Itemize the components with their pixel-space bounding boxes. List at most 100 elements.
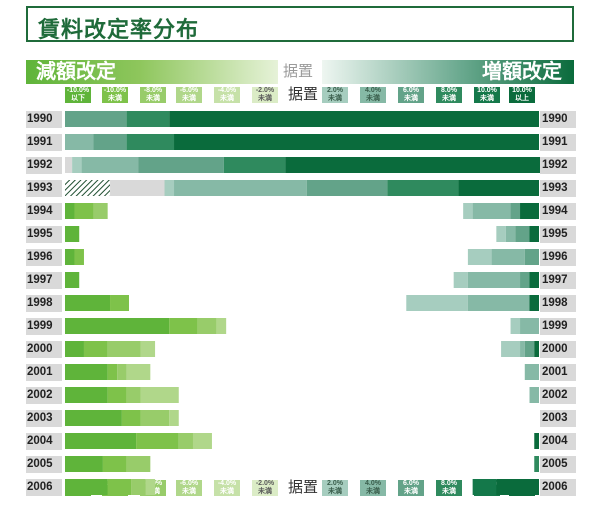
bar-inc-1995-1 bbox=[505, 226, 516, 242]
bar-dec-2001-0 bbox=[65, 364, 108, 380]
year-label-left: 1997 bbox=[26, 272, 62, 289]
year-label-left: 2004 bbox=[26, 433, 62, 450]
legend-top-text: 10.0% bbox=[477, 87, 497, 94]
bar-inc-1997-5 bbox=[529, 272, 539, 288]
legend-top-text: 2.0% bbox=[327, 480, 343, 487]
bar-flat-1992 bbox=[65, 157, 73, 173]
bar-inc-2002-1 bbox=[529, 387, 539, 403]
year-label-left: 1995 bbox=[26, 226, 62, 243]
year-label-left: 1998 bbox=[26, 295, 62, 312]
legend-bottom-text: 未満 bbox=[404, 95, 418, 102]
year-label-right: 1991 bbox=[540, 134, 576, 151]
bar-dec-2006-3 bbox=[145, 479, 156, 495]
bar-inc-1994-1 bbox=[472, 203, 511, 219]
legend-top-flat-label: 据置 bbox=[288, 86, 319, 103]
bar-dec-2000-1 bbox=[83, 341, 108, 357]
bar-inc-1991-3 bbox=[126, 134, 175, 150]
bar-dec-1996-1 bbox=[74, 249, 84, 265]
legend-top-text: 2.0% bbox=[327, 87, 343, 94]
year-label-right: 1996 bbox=[540, 249, 576, 266]
bar-dec-2004-0 bbox=[65, 433, 137, 449]
bar-dec-1999-2 bbox=[197, 318, 217, 334]
year-label-left: 2001 bbox=[26, 364, 62, 381]
bar-inc-1992-3 bbox=[223, 157, 286, 173]
bar-inc-1990-2 bbox=[65, 111, 127, 127]
legend-top-inc-1: 4.0% 未満 bbox=[360, 87, 386, 103]
bar-inc-1990-3 bbox=[126, 111, 170, 127]
legend-bottom-text: 未満 bbox=[146, 95, 160, 102]
bar-inc-1993-5 bbox=[458, 180, 539, 196]
year-label-left: 2000 bbox=[26, 341, 62, 358]
bar-dec-2003-2 bbox=[140, 410, 170, 426]
bar-dec-1998-0 bbox=[65, 295, 111, 311]
bar-inc-1994-5 bbox=[520, 203, 539, 219]
bar-flat-1993 bbox=[110, 180, 167, 196]
bar-inc-1998-5 bbox=[529, 295, 539, 311]
legend-bottom-text: 未満 bbox=[404, 488, 418, 495]
year-label-right: 1999 bbox=[540, 318, 576, 335]
bar-dec-2000-2 bbox=[107, 341, 141, 357]
bar-inc-2000-2 bbox=[524, 341, 535, 357]
increase-header-bar bbox=[322, 60, 574, 84]
bar-inc-1996-1 bbox=[491, 249, 525, 265]
year-label-right: 2004 bbox=[540, 433, 576, 450]
bar-inc-1991-1 bbox=[65, 134, 94, 150]
year-label-right: 1998 bbox=[540, 295, 576, 312]
bar-inc-1993-1 bbox=[174, 180, 307, 196]
bar-dec-2000-0 bbox=[65, 341, 84, 357]
page-title: 賃料改定率分布 bbox=[38, 17, 200, 42]
bar-inc-1992-2 bbox=[138, 157, 224, 173]
legend-top-text: 8.0% bbox=[441, 480, 457, 487]
legend-top-text: -6.0% bbox=[179, 480, 199, 487]
legend-bottom-text: 未満 bbox=[442, 95, 456, 102]
year-label-right: 1995 bbox=[540, 226, 576, 243]
legend-bottom-text: 未満 bbox=[220, 95, 234, 102]
bar-inc-1993-2 bbox=[306, 180, 388, 196]
year-label-left: 1993 bbox=[26, 180, 62, 197]
bar-dec-2002-0 bbox=[65, 387, 108, 403]
bar-dec-2000-3 bbox=[140, 341, 156, 357]
legend-top-text: 6.0% bbox=[403, 480, 419, 487]
year-label-right: 1994 bbox=[540, 203, 576, 220]
legend-top-inc-0: 2.0% 未満 bbox=[322, 87, 348, 103]
legend-top-text: 6.0% bbox=[403, 87, 419, 94]
legend-bottom-text: 以下 bbox=[71, 95, 85, 102]
year-label-left: 2003 bbox=[26, 410, 62, 427]
legend-bottom-dec-5: -2.0% 未満 bbox=[252, 480, 278, 496]
bar-dec-1993-0 bbox=[65, 180, 111, 196]
bar-inc-1997-0 bbox=[453, 272, 468, 288]
bar-dec-1999-3 bbox=[216, 318, 227, 334]
bar-inc-2000-5 bbox=[534, 341, 539, 357]
title-box: 賃料改定率分布 bbox=[26, 6, 574, 42]
bar-dec-1997-0 bbox=[65, 272, 80, 288]
bar-inc-2001-1 bbox=[524, 364, 539, 380]
increase-header-label: 増額改定 bbox=[482, 61, 562, 83]
legend-bottom-text: 未満 bbox=[108, 95, 122, 102]
legend-top-text: -2.0% bbox=[255, 480, 275, 487]
year-label-right: 1993 bbox=[540, 180, 576, 197]
legend-top-text: 4.0% bbox=[365, 87, 381, 94]
year-label-left: 1992 bbox=[26, 157, 62, 174]
legend-top-inc-5: 10.0% 以上 bbox=[509, 87, 535, 103]
bar-inc-1993-0 bbox=[164, 180, 175, 196]
legend-bottom-inc-1: 4.0% 未満 bbox=[360, 480, 386, 496]
bar-inc-2005-3 bbox=[534, 456, 539, 472]
legend-top-inc-2: 6.0% 未満 bbox=[398, 87, 424, 103]
legend-top-inc-4: 10.0% 未満 bbox=[474, 87, 500, 103]
bar-dec-1999-1 bbox=[169, 318, 198, 334]
year-label-right: 2000 bbox=[540, 341, 576, 358]
bar-inc-1995-2 bbox=[515, 226, 530, 242]
bar-inc-1998-1 bbox=[467, 295, 530, 311]
legend-bottom-text: 未満 bbox=[182, 95, 196, 102]
bar-inc-1991-5 bbox=[174, 134, 539, 150]
bar-inc-1999-0 bbox=[510, 318, 521, 334]
bar-dec-2001-1 bbox=[107, 364, 118, 380]
bar-inc-1998-0 bbox=[406, 295, 468, 311]
bar-inc-1997-2 bbox=[520, 272, 530, 288]
bar-inc-1992-5 bbox=[285, 157, 547, 173]
legend-top-dec-2: -8.0% 未満 bbox=[140, 87, 166, 103]
legend-bottom-inc-2: 6.0% 未満 bbox=[398, 480, 424, 496]
year-label-right: 1990 bbox=[540, 111, 576, 128]
legend-top-dec-1: -10.0% 未満 bbox=[102, 87, 128, 103]
